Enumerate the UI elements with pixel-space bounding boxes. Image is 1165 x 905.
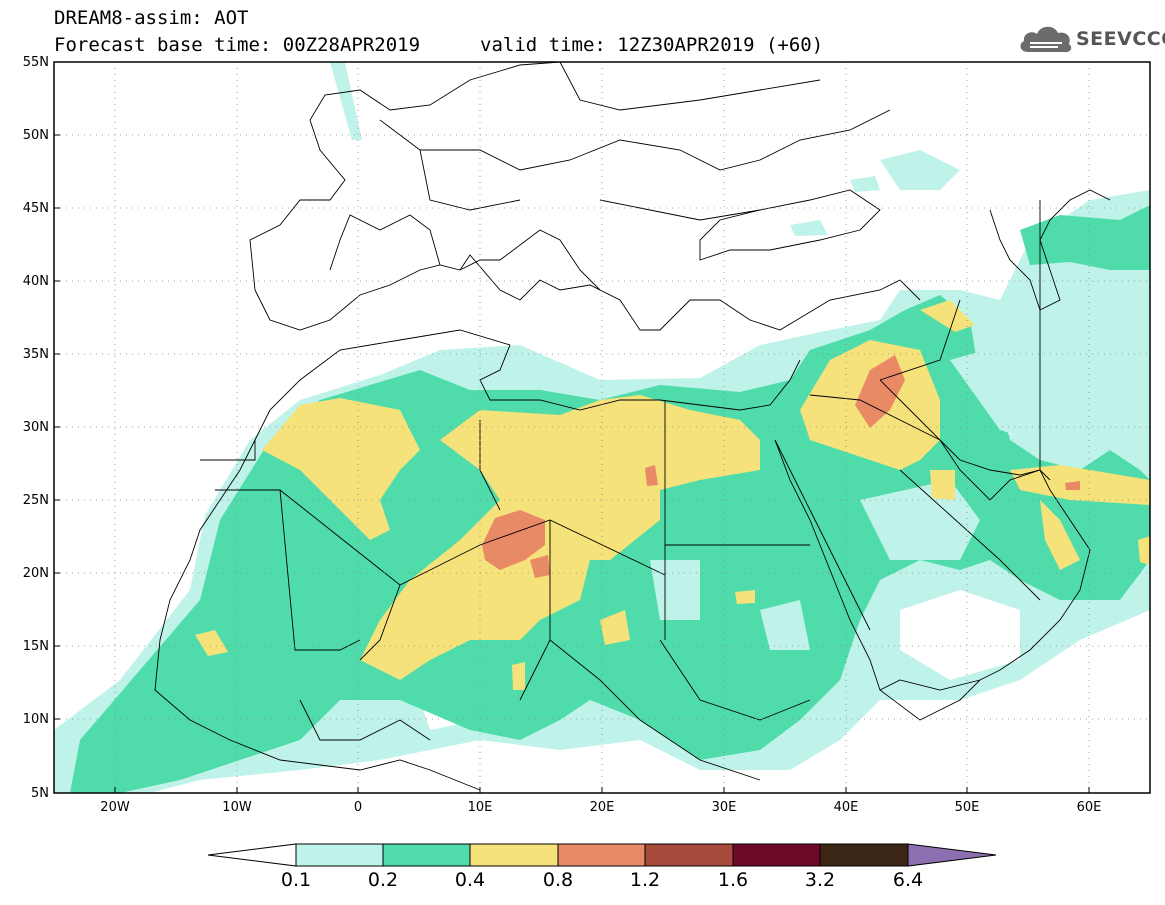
lat-label: 45N — [15, 201, 49, 216]
aot-band-0-4 — [930, 470, 955, 500]
colorbar-label: 6.4 — [878, 869, 938, 891]
lat-label: 10N — [15, 712, 49, 727]
aot-shading — [54, 62, 1150, 793]
lat-label: 40N — [15, 274, 49, 289]
colorbar-bin — [733, 844, 820, 866]
colorbar-bin — [558, 844, 645, 866]
colorbar-bin — [383, 844, 470, 866]
colorbar-bin — [296, 844, 383, 866]
lat-label: 25N — [15, 493, 49, 508]
lon-label: 0 — [328, 800, 388, 815]
lat-label: 30N — [15, 420, 49, 435]
aot-band-0-1 — [790, 220, 828, 236]
lon-label: 50E — [937, 800, 997, 815]
border — [600, 200, 760, 220]
lon-label: 20E — [572, 800, 632, 815]
border — [560, 62, 820, 110]
colorbar-label: 0.2 — [353, 869, 413, 891]
aot-band-0-1 — [880, 150, 960, 190]
coastline — [250, 62, 560, 290]
lat-label: 50N — [15, 128, 49, 143]
lat-label: 35N — [15, 347, 49, 362]
colorbar-low-arrow — [208, 844, 296, 866]
lon-label: 60E — [1059, 800, 1119, 815]
border — [380, 120, 520, 210]
colorbar-bin — [820, 844, 908, 866]
colorbar — [208, 844, 996, 866]
lat-label: 20N — [15, 566, 49, 581]
coastline — [255, 255, 920, 330]
lon-label: 10W — [207, 800, 267, 815]
lon-label: 30E — [694, 800, 754, 815]
colorbar-label: 0.4 — [440, 869, 500, 891]
aot-band-0-4 — [735, 590, 755, 604]
lat-label: 5N — [15, 786, 49, 801]
colorbar-bin — [470, 844, 558, 866]
colorbar-label: 1.6 — [703, 869, 763, 891]
lon-label: 20W — [85, 800, 145, 815]
lat-label: 15N — [15, 639, 49, 654]
aot-band-0-1 — [850, 176, 880, 192]
colorbar-label: 0.1 — [266, 869, 326, 891]
aot-band-0-1 — [330, 62, 362, 140]
lon-label: 40E — [816, 800, 876, 815]
aot-band-0-4 — [512, 662, 525, 690]
coastline — [330, 215, 440, 270]
colorbar-label: 3.2 — [790, 869, 850, 891]
colorbar-label: 1.2 — [615, 869, 675, 891]
colorbar-bin — [645, 844, 733, 866]
border — [420, 110, 890, 170]
lat-label: 55N — [15, 55, 49, 70]
colorbar-label: 0.8 — [528, 869, 588, 891]
colorbar-high-arrow — [908, 844, 996, 866]
lon-label: 10E — [450, 800, 510, 815]
